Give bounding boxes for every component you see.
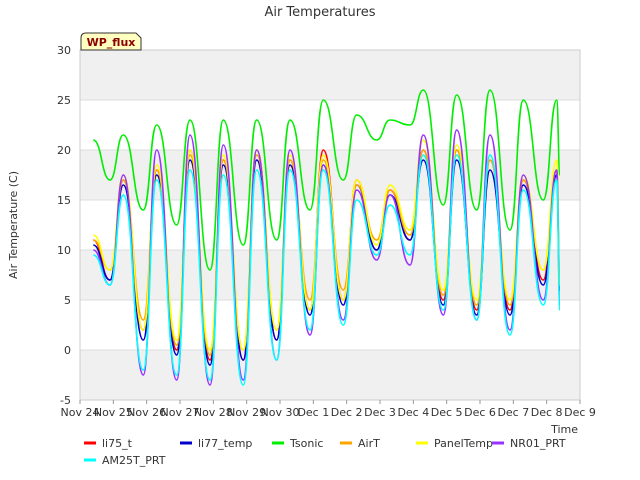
y-axis-ticks: -5 0 5 10 15 20 25 30 [57,44,71,407]
y-tick-label: 20 [57,144,71,157]
x-tick-label: Nov 26 [127,406,166,419]
series-lines [92,89,561,386]
x-tick-label: Dec 9 [564,406,596,419]
series-line-tsonic [92,89,561,271]
x-tick-label: Dec 2 [331,406,363,419]
x-tick-label: Dec 7 [497,406,529,419]
background-bands [80,50,580,400]
annotation-background [80,32,142,51]
background-band [80,350,580,400]
x-tick-label: Dec 1 [297,406,329,419]
annotation-box: WP_flux [80,32,142,51]
legend-label: AirT [358,437,380,450]
chart-title: Air Temperatures [264,5,375,20]
x-tick-label: Dec 3 [364,406,396,419]
x-tick-label: Nov 27 [161,406,200,419]
background-band [80,50,580,100]
legend-label: NR01_PRT [510,437,566,450]
x-tick-label: Nov 28 [194,406,233,419]
x-axis-label: Time [550,423,578,436]
y-tick-label: 25 [57,94,71,107]
legend-label: li75_t [102,437,133,450]
x-tick-label: Dec 5 [431,406,463,419]
legend-label: AM25T_PRT [102,454,166,467]
y-tick-label: 30 [57,44,71,57]
legend: li75_t li77_temp Tsonic AirT PanelTemp NR01_P… [84,437,566,467]
x-tick-label: Dec 6 [464,406,496,419]
legend-item: Tsonic [272,437,323,450]
x-tick-label: Nov 25 [94,406,133,419]
legend-item: li77_temp [180,437,252,450]
x-tick-label: Nov 24 [61,406,100,419]
legend-item: AirT [340,437,380,450]
legend-item: NR01_PRT [492,437,566,450]
legend-item: li75_t [84,437,133,450]
legend-label: PanelTemp [434,437,493,450]
y-tick-label: 0 [64,344,71,357]
x-tick-label: Dec 8 [531,406,563,419]
y-tick-label: 10 [57,244,71,257]
y-tick-label: 5 [64,294,71,307]
legend-label: Tsonic [289,437,323,450]
x-tick-label: Nov 29 [227,406,266,419]
y-tick-label: 15 [57,194,71,207]
y-tick-label: -5 [60,394,71,407]
annotation-label: WP_flux [87,36,136,49]
legend-label: li77_temp [198,437,252,450]
legend-item: PanelTemp [416,437,493,450]
legend-item: AM25T_PRT [84,454,166,467]
x-tick-label: Nov 30 [261,406,300,419]
series-line-am25t-prt [92,154,561,386]
x-tick-label: Dec 4 [397,406,429,419]
plot-frame [79,49,581,401]
y-axis-label: Air Temperature (C) [7,171,20,279]
background-band [80,250,580,300]
